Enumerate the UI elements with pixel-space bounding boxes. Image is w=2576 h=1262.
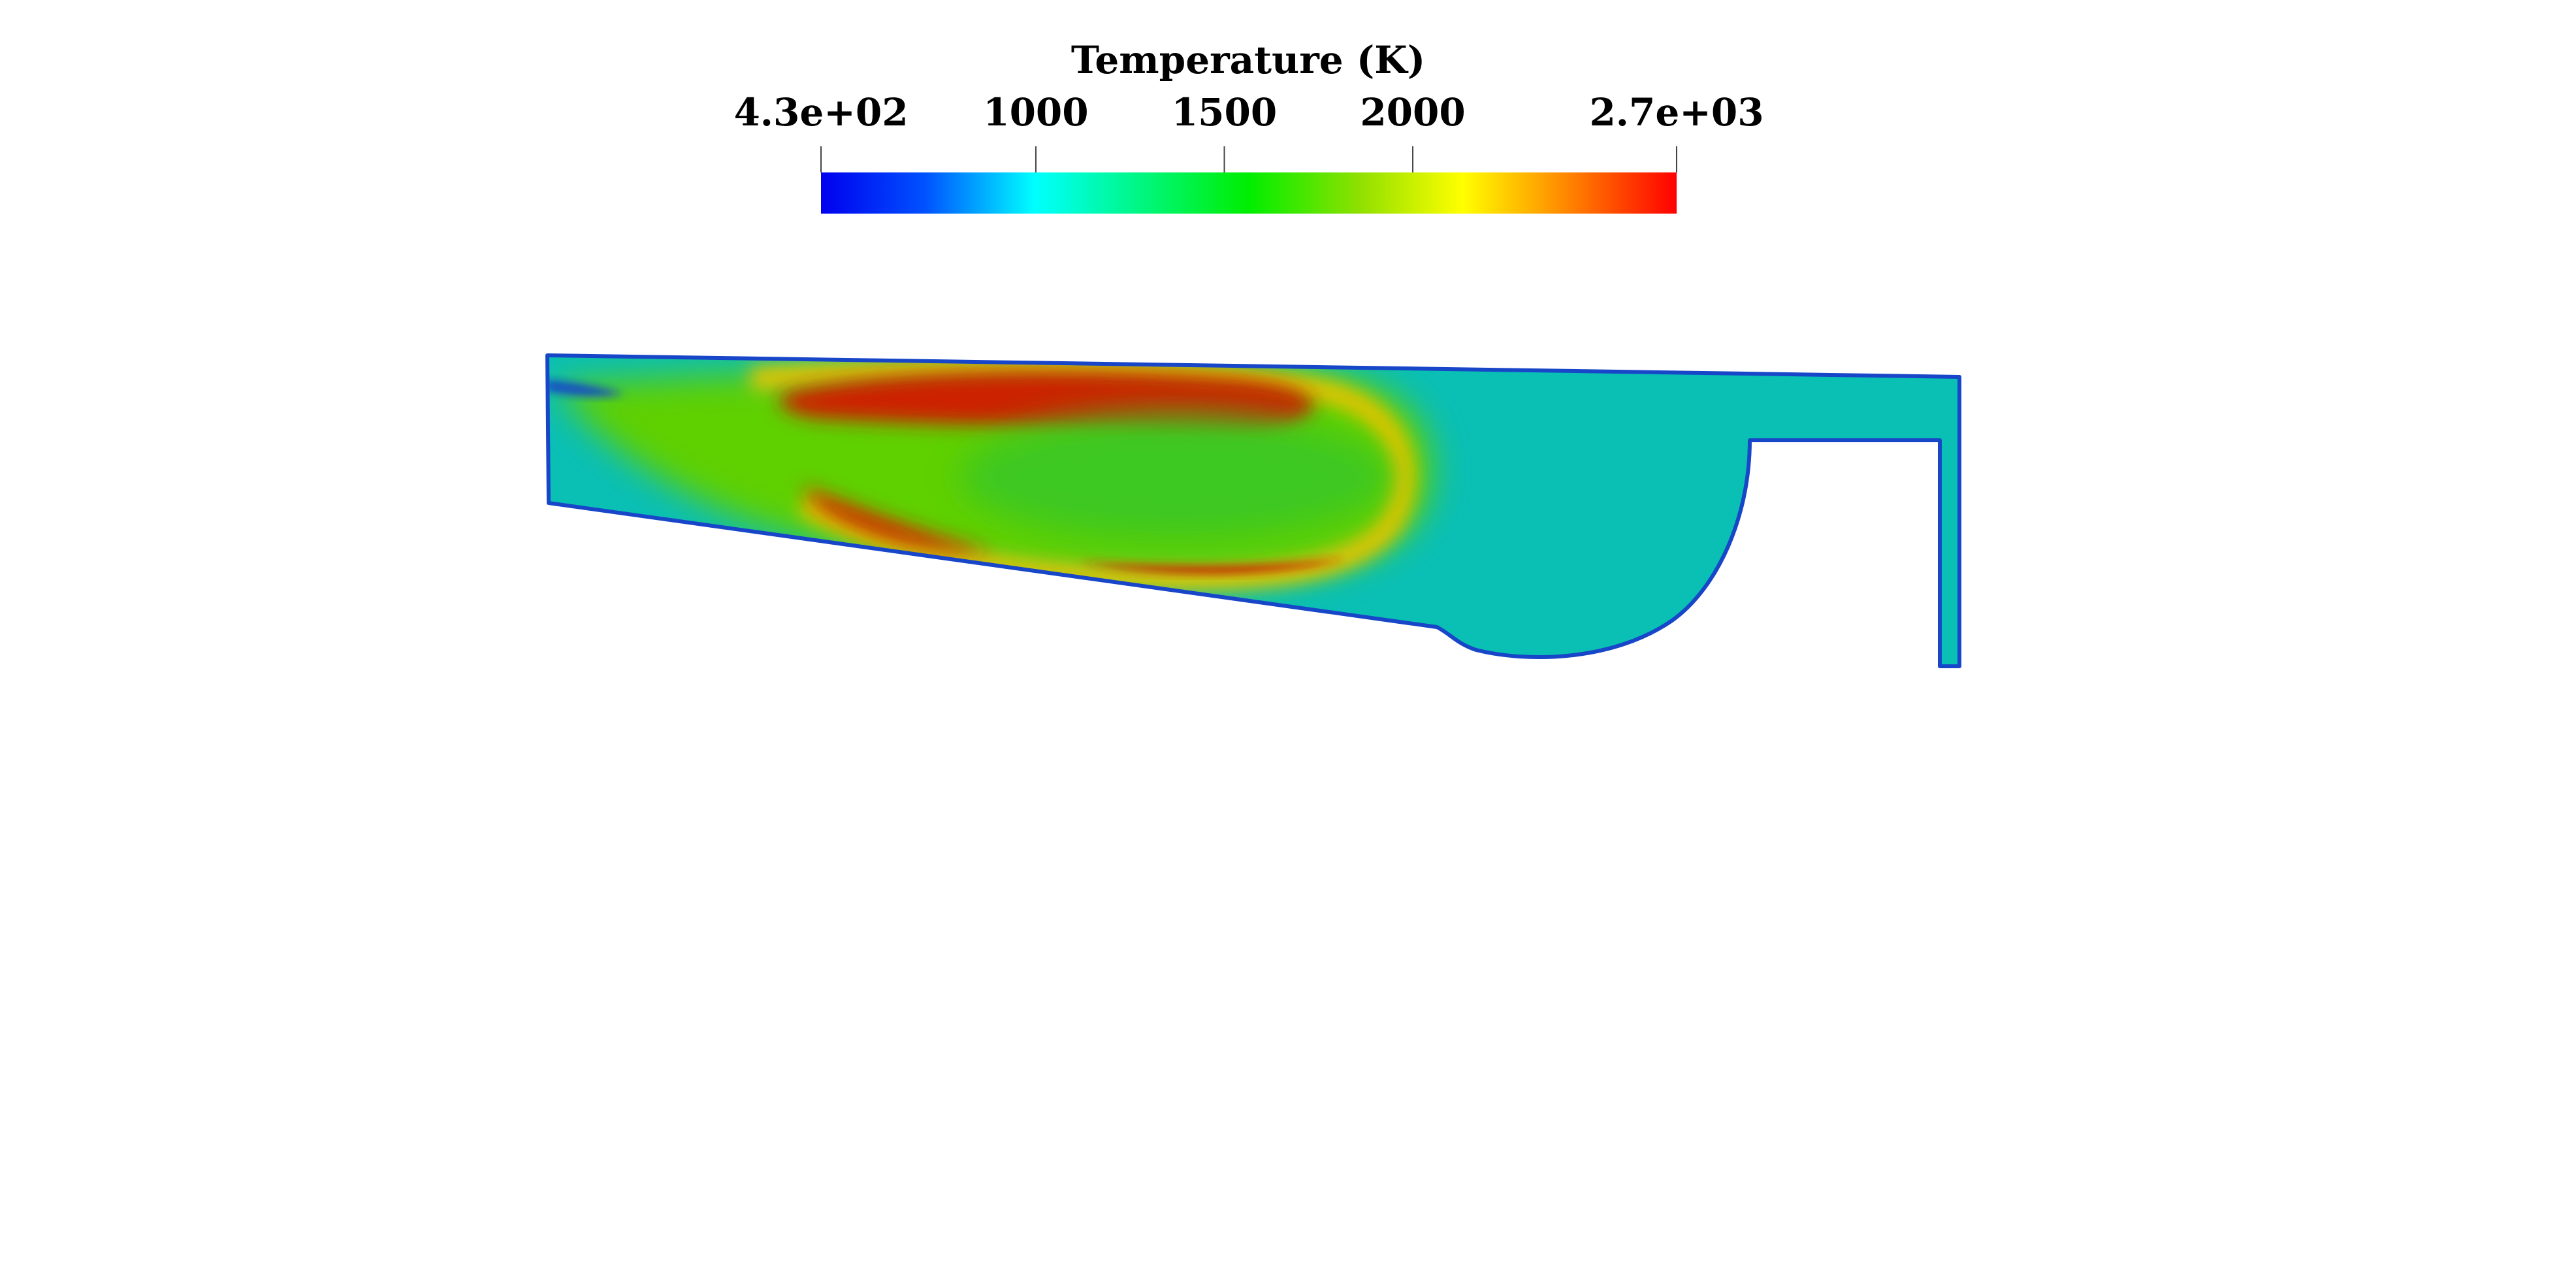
lower-hot-streak [1078,558,1345,574]
colorbar: Temperature (K) 4.3e+02 1000 1500 2000 2.7e+… [733,38,1764,214]
colorbar-tick-label: 2000 [1360,90,1465,135]
flame-core [960,415,1391,539]
colorbar-tick-label: 1500 [1172,90,1277,135]
domain-wall-outline [545,353,1961,668]
inlet-cold-jet [547,380,624,396]
colorbar-bar [821,172,1677,214]
colorbar-tick-label: 1000 [983,90,1088,135]
lower-hot-zone [803,487,993,553]
colorbar-ticks: 4.3e+02 1000 1500 2000 2.7e+03 [733,90,1764,172]
colorbar-tick-label: 4.3e+02 [733,90,908,135]
temperature-field [545,353,1961,668]
colorbar-tick-label: 2.7e+03 [1589,90,1763,135]
colorbar-title: Temperature (K) [1071,38,1425,82]
